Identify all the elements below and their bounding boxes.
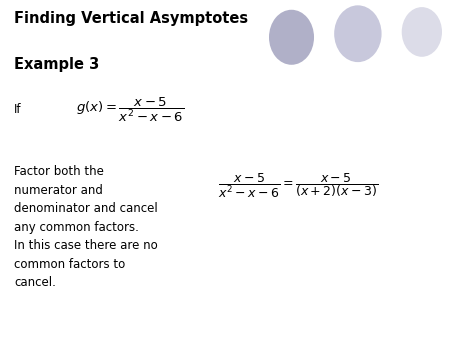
Text: Example 3: Example 3	[14, 57, 100, 72]
Text: Finding Vertical Asymptotes: Finding Vertical Asymptotes	[14, 11, 248, 26]
Text: $\dfrac{x-5}{x^2-x-6}=\dfrac{x-5}{(x+2)(x-3)}$: $\dfrac{x-5}{x^2-x-6}=\dfrac{x-5}{(x+2)(…	[218, 172, 378, 200]
Ellipse shape	[334, 5, 382, 62]
Ellipse shape	[402, 7, 442, 57]
Text: $g(x)=\dfrac{x-5}{x^2-x-6}$: $g(x)=\dfrac{x-5}{x^2-x-6}$	[76, 96, 184, 124]
Ellipse shape	[269, 10, 314, 65]
Text: If: If	[14, 103, 22, 116]
Text: Factor both the
numerator and
denominator and cancel
any common factors.
In this: Factor both the numerator and denominato…	[14, 165, 158, 289]
